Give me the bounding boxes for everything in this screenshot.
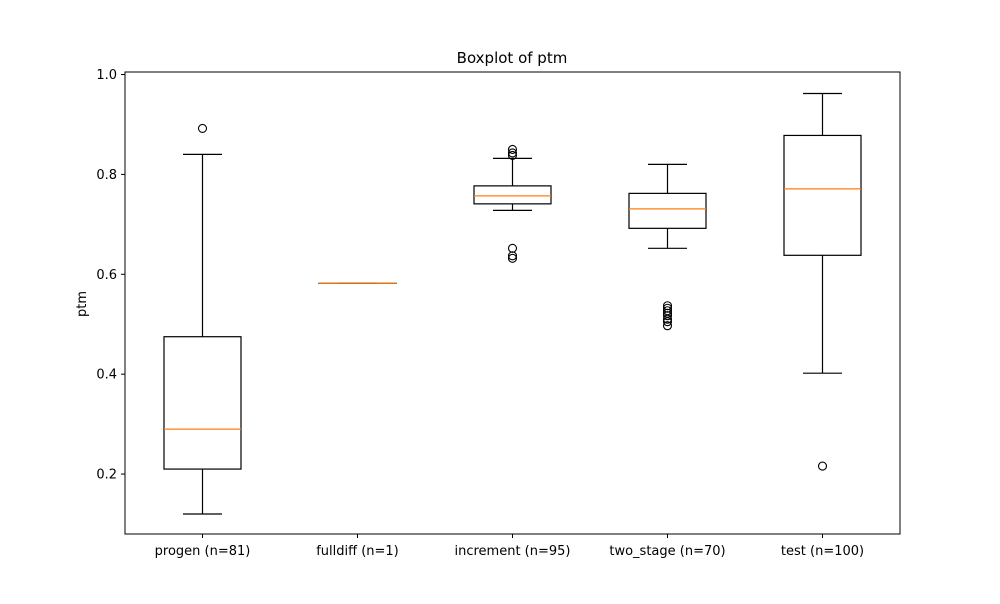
outlier-point: [819, 462, 827, 470]
y-axis-ticks: 0.2 0.4 0.6 0.8 1.0: [96, 68, 125, 483]
box-group: [784, 93, 861, 470]
iqr-box: [164, 337, 241, 469]
outlier-point: [199, 124, 207, 132]
chart-title: Boxplot of ptm: [457, 49, 568, 67]
y-axis-label: ptm: [75, 291, 90, 317]
iqr-box: [784, 135, 861, 255]
box-group: [629, 164, 706, 329]
iqr-box: [474, 186, 551, 204]
y-tick-label: 0.8: [96, 168, 117, 183]
x-tick-label: progen (n=81): [155, 544, 251, 559]
box-group: [164, 124, 241, 514]
x-tick-label: increment (n=95): [454, 544, 570, 559]
outlier-point: [509, 244, 517, 252]
x-tick-label: two_stage (n=70): [609, 544, 725, 559]
x-tick-label: test (n=100): [781, 544, 864, 559]
y-tick-label: 0.4: [96, 368, 117, 383]
box-series: [164, 93, 861, 514]
y-tick-label: 1.0: [96, 68, 117, 83]
box-group: [474, 145, 551, 262]
x-tick-label: fulldiff (n=1): [316, 544, 399, 559]
iqr-box: [629, 193, 706, 228]
x-axis-ticks: progen (n=81) fulldiff (n=1) increment (n=…: [155, 534, 864, 559]
y-tick-label: 0.6: [96, 268, 117, 283]
y-tick-label: 0.2: [96, 468, 117, 483]
